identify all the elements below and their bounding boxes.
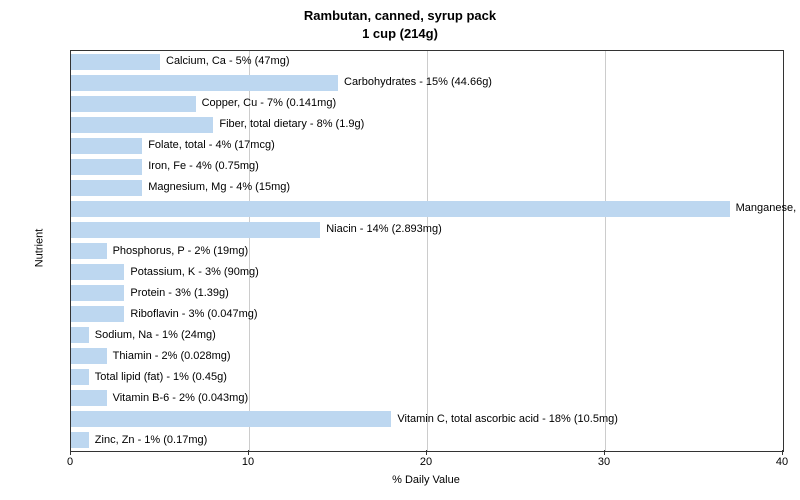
x-axis-label: % Daily Value	[70, 474, 782, 486]
nutrient-bar-label: Carbohydrates - 15% (44.66g)	[344, 76, 492, 88]
nutrient-bar-label: Potassium, K - 3% (90mg)	[130, 266, 258, 278]
nutrient-chart: Rambutan, canned, syrup pack 1 cup (214g…	[0, 0, 800, 500]
chart-title-line1: Rambutan, canned, syrup pack	[0, 8, 800, 23]
nutrient-bar	[71, 201, 730, 217]
nutrient-bar-label: Calcium, Ca - 5% (47mg)	[166, 55, 289, 67]
nutrient-bar	[71, 159, 142, 175]
x-tick-label: 0	[55, 456, 85, 468]
nutrient-bar	[71, 117, 213, 133]
nutrient-bar-label: Sodium, Na - 1% (24mg)	[95, 329, 216, 341]
nutrient-bar	[71, 75, 338, 91]
nutrient-bar-label: Folate, total - 4% (17mcg)	[148, 139, 275, 151]
nutrient-bar	[71, 285, 124, 301]
gridline	[249, 51, 250, 451]
plot-area: Calcium, Ca - 5% (47mg) Carbohydrates - 1…	[70, 50, 784, 452]
nutrient-bar-label: Riboflavin - 3% (0.047mg)	[130, 308, 257, 320]
x-tick-label: 10	[233, 456, 263, 468]
nutrient-bar-label: Zinc, Zn - 1% (0.17mg)	[95, 434, 207, 446]
x-tick-label: 40	[767, 456, 797, 468]
nutrient-bar	[71, 243, 107, 259]
nutrient-bar-label: Iron, Fe - 4% (0.75mg)	[148, 160, 259, 172]
nutrient-bar-label: Total lipid (fat) - 1% (0.45g)	[95, 371, 227, 383]
y-axis-label: Nutrient	[33, 229, 45, 268]
nutrient-bar	[71, 222, 320, 238]
nutrient-bar-label: Fiber, total dietary - 8% (1.9g)	[219, 118, 364, 130]
nutrient-bar-label: Vitamin C, total ascorbic acid - 18% (10…	[397, 413, 618, 425]
nutrient-bar	[71, 306, 124, 322]
nutrient-bar	[71, 390, 107, 406]
nutrient-bar	[71, 432, 89, 448]
nutrient-bar	[71, 369, 89, 385]
x-tick-label: 30	[589, 456, 619, 468]
nutrient-bar	[71, 327, 89, 343]
nutrient-bar	[71, 411, 391, 427]
nutrient-bar	[71, 96, 196, 112]
nutrient-bar-label: Copper, Cu - 7% (0.141mg)	[202, 97, 337, 109]
gridline	[427, 51, 428, 451]
nutrient-bar-label: Magnesium, Mg - 4% (15mg)	[148, 181, 290, 193]
x-tick	[782, 450, 783, 455]
nutrient-bar-label: Manganese, Mn - 37% (0.734mg)	[736, 202, 800, 214]
chart-title-line2: 1 cup (214g)	[0, 26, 800, 41]
nutrient-bar	[71, 180, 142, 196]
nutrient-bar-label: Niacin - 14% (2.893mg)	[326, 223, 442, 235]
nutrient-bar	[71, 54, 160, 70]
x-tick	[70, 450, 71, 455]
x-tick-label: 20	[411, 456, 441, 468]
x-tick	[248, 450, 249, 455]
nutrient-bar	[71, 348, 107, 364]
x-tick	[604, 450, 605, 455]
nutrient-bar-label: Protein - 3% (1.39g)	[130, 287, 228, 299]
x-tick	[426, 450, 427, 455]
gridline	[605, 51, 606, 451]
nutrient-bar	[71, 138, 142, 154]
nutrient-bar-label: Thiamin - 2% (0.028mg)	[113, 350, 231, 362]
nutrient-bar-label: Phosphorus, P - 2% (19mg)	[113, 245, 249, 257]
nutrient-bar	[71, 264, 124, 280]
nutrient-bar-label: Vitamin B-6 - 2% (0.043mg)	[113, 392, 249, 404]
